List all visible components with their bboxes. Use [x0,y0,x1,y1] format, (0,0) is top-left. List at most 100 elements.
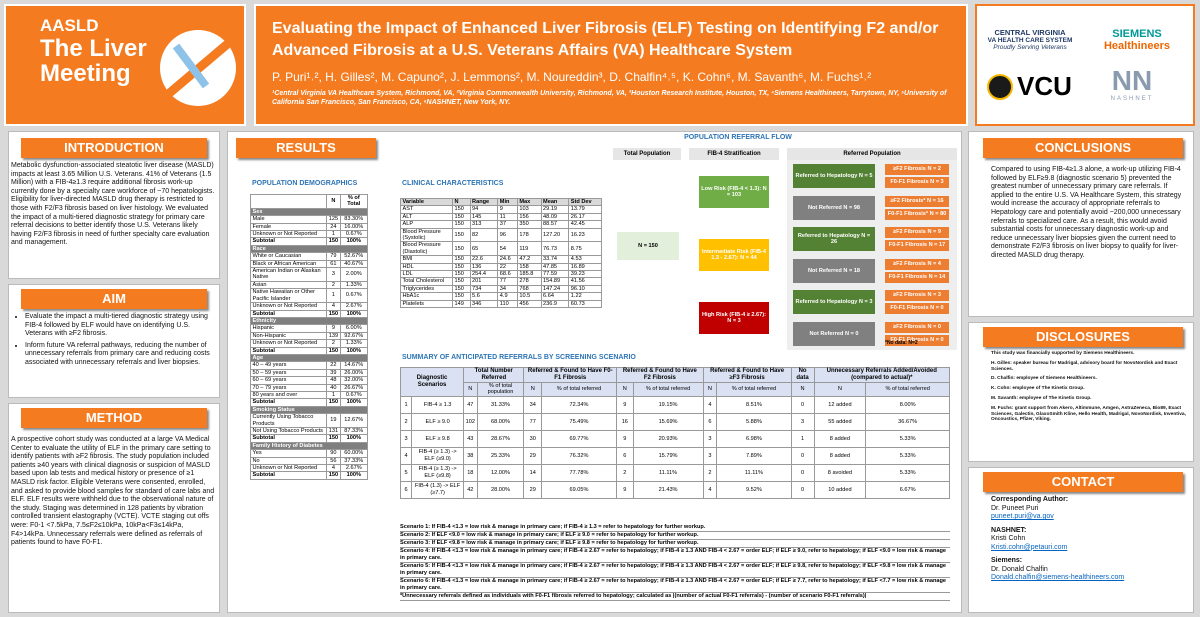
table-cell: 16.00% [339,222,369,232]
contact-email: Donald.chalfin@siemens-healthineers.com [991,574,1125,581]
table-cell: 9 [616,429,634,448]
table-cell: Male [249,215,328,224]
table-cell: 96 [497,227,518,243]
table-cell: 9.52% [716,480,792,499]
table-cell: 25.33% [476,446,525,465]
logo-text: VA HEALTH CARE SYSTEM [987,37,1073,44]
column-header: % of total referred [865,382,950,397]
table-cell: 254.4 [469,270,499,279]
table-cell: 2 [702,463,718,482]
table-cell: 34 [523,395,542,414]
table-cell: 768 [516,284,542,294]
table-cell: 150 [326,398,341,407]
column-header: Min [497,197,518,207]
table-row: American Indian or Alaskan Native 3 2.00% [249,267,369,282]
clinical-table: Variable N Range Min Max Mean Std Dev AST 150 94 9… [400,197,602,309]
table-cell: 13.79 [568,205,602,214]
column-header: Std Dev [568,197,602,207]
table-row: Subtotal 150 100% [249,309,369,318]
table-row: Race [250,244,368,254]
table-cell: 18 [463,463,478,482]
table-cell: 456 [516,299,542,309]
table-cell: 88.57 [540,220,570,229]
flow-box: F0-F1 Fibrosis* N = 80 [885,209,949,220]
table-cell: 5.33% [865,446,950,465]
vcu-logo: VCU [987,71,1072,102]
table-row: No 56 37.33% [249,456,369,466]
table-cell: 54 [497,241,518,257]
table-cell: 77.78% [540,463,618,482]
table-cell: 1.33% [339,339,369,348]
table-row: BMI 150 22.6 24.6 47.2 33.74 4.53 [400,255,602,264]
table-cell: 15.69% [632,412,704,431]
table-cell: 2.67% [339,464,369,473]
table-row: Blood Pressure (Systolic) 150 82 96 178 127.2… [400,227,602,243]
section-label: Smoking Status [250,405,368,415]
table-cell: 21.43% [632,480,704,499]
table-row: N% of total population N% of total referr… [401,382,950,397]
table-cell: 47 [463,395,478,414]
table-cell: 16.23 [568,227,602,243]
contact-name: Dr. Puneet Puri [991,504,1039,512]
table-cell: 0 [790,480,815,499]
aim-bullet: Inform future VA referral pathways, redu… [25,342,215,368]
table-row: Black or African American 61 40.67% [249,259,369,269]
table-cell: 734 [469,284,499,294]
table-cell: 82 [469,227,499,243]
table-cell: 69.05% [540,480,618,499]
summary-table: Diagnostic Scenarios Total Number Referre… [399,367,950,499]
table-cell: 11.11% [716,463,792,482]
column-header: N [616,382,634,397]
table-cell: 40 – 49 years [249,361,328,370]
table-cell: 150 [452,277,471,286]
table-cell: ELF ≥ 9.8 [411,429,465,448]
table-cell: 8.51% [716,395,792,414]
table-cell: 150 [452,255,471,264]
flow-box: F0-F1 Fibrosis N = 17 [885,240,949,251]
table-cell: 48 [326,376,341,385]
section-heading: CONTACT [983,472,1183,492]
column-header: % of total referred [632,382,704,397]
table-cell: 1 [326,230,341,239]
table-row: Smoking Status [250,405,368,415]
table-row: 1 FIB-4 ≥ 1.3 47 31.33% 34 72.34% 9 19.15% 4 8.51… [399,395,950,414]
column-header: Variable [400,197,453,207]
title: Evaluating the Impact of Enhanced Liver … [272,20,939,59]
table-cell: 150 [452,292,471,301]
table-cell: 1.33% [339,280,369,290]
scenario-notes: Scenario 1: If FIB-4 <1.3 = low risk & m… [400,524,950,601]
table-cell: 158 [516,262,542,272]
flow-box: ≥F2 Fibrosis N = 3 [885,290,949,301]
intro-text: Metabolic dysfunction-associated steatot… [11,162,215,247]
table-cell: 68.6 [497,270,518,279]
table-cell: 150 [326,346,341,355]
table-cell: 76.73 [540,241,570,257]
table-cell: 8 added [813,429,867,448]
table-cell: Unknown or Not Reported [249,464,328,473]
table-cell: 29 [523,446,542,465]
table-cell: 150 [452,205,471,214]
table-row: Subtotal 150 100% [249,398,369,407]
table-row: 2 ELF ≥ 9.0 102 68.00% 77 75.49% 16 15.69% 6 5.88… [399,412,950,431]
table-row: LDL 150 254.4 68.6 185.8 77.59 39.23 [400,270,602,279]
table-cell: 94 [469,205,499,214]
logo-text: VCU [1017,71,1072,101]
table-cell: 16 [616,412,634,431]
table-cell: 100% [339,237,369,246]
flow-column-header: Referred Population [787,148,957,160]
table-cell: 3 [326,267,341,282]
va-logo: CENTRAL VIRGINIA VA HEALTH CARE SYSTEM P… [985,28,1075,51]
table-cell: 150 [326,309,341,318]
flow-box: F0-F1 Fibrosis N = 0 [885,303,949,314]
table-cell: 150 [452,270,471,279]
table-cell: Yes [249,449,328,458]
table-cell: 12.00% [476,463,525,482]
table-cell: Asian [249,280,328,290]
flow-box: Not Referred N = 18 [793,259,875,283]
table-cell: 3 [790,412,815,431]
column-header: Range [469,197,499,207]
table-cell: Female [249,222,328,232]
column-header: N [326,194,341,209]
table-cell: 100% [339,471,369,480]
meeting-logo: AASLD The Liver Meeting [4,4,246,126]
